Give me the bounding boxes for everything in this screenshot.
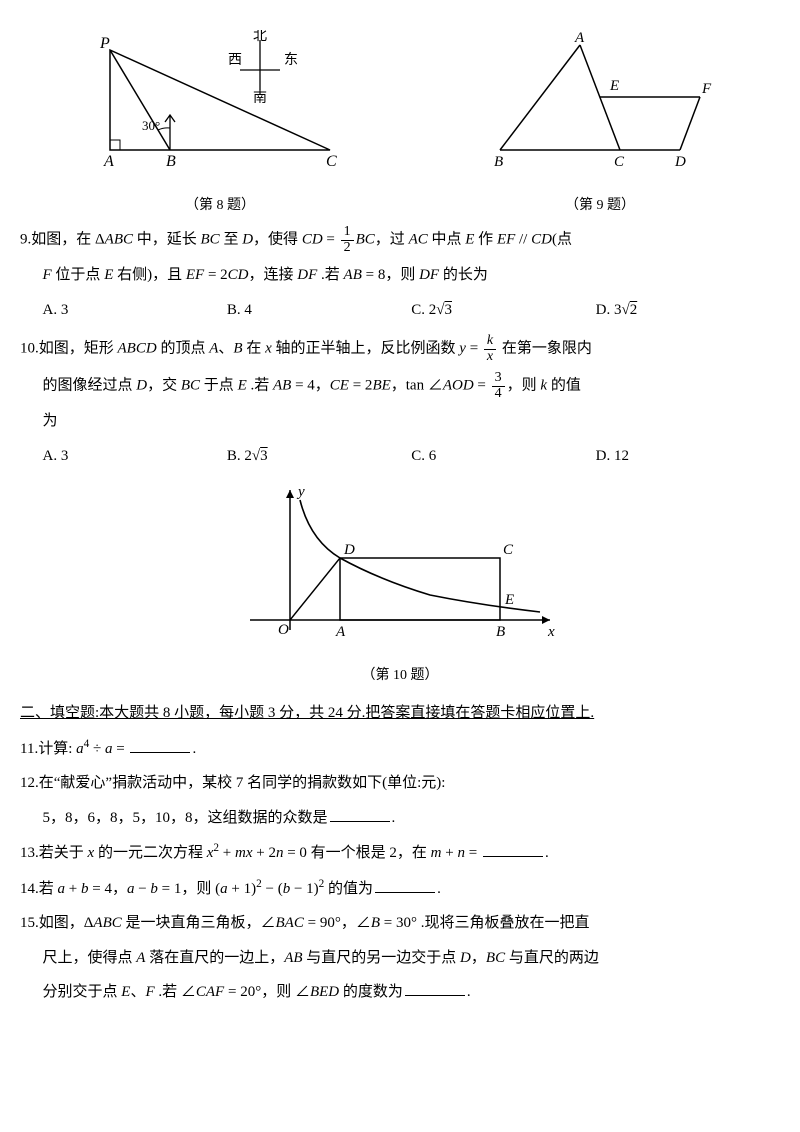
svg-text:A: A [574, 30, 585, 46]
svg-text:D: D [343, 542, 355, 558]
svg-text:A: A [335, 624, 346, 640]
q10-line2: 的图像经过点 D，交 BC 于点 E .若 AB = 4，CE = 2BE，ta… [20, 371, 780, 401]
q14-blank[interactable] [375, 877, 435, 893]
q9-options: A. 3 B. 4 C. 2√3 D. 3√2 [20, 296, 780, 325]
q10-optA: A. 3 [43, 442, 227, 471]
q12-line1: 12.在“献爱心”捐款活动中，某校 7 名同学的捐款数如下(单位:元): [20, 769, 780, 798]
svg-text:东: 东 [284, 52, 298, 68]
q13-blank[interactable] [483, 841, 543, 857]
svg-text:E: E [504, 592, 514, 608]
svg-text:C: C [503, 542, 514, 558]
svg-text:30°: 30° [142, 118, 160, 133]
svg-text:F: F [701, 81, 712, 97]
q10-line3: 为 [20, 407, 780, 436]
q10-optC: C. 6 [411, 442, 595, 471]
svg-text:西: 西 [228, 53, 242, 68]
q12-blank[interactable] [330, 806, 390, 822]
svg-text:P: P [99, 35, 110, 52]
fig8-caption: （第 8 题） [80, 193, 360, 220]
q11-blank[interactable] [130, 737, 190, 753]
svg-text:B: B [496, 624, 505, 640]
svg-text:x: x [547, 624, 555, 640]
fig10-svg: O A B C D E x y [230, 480, 570, 650]
q11: 11.计算: a4 ÷ a = . [20, 734, 780, 764]
q9-line2: F 位于点 E 右侧)，且 EF = 2CD，连接 DF .若 AB = 8，则… [20, 261, 780, 290]
section2-header: 二、填空题:本大题共 8 小题，每小题 3 分，共 24 分.把答案直接填在答题… [20, 699, 780, 728]
svg-text:C: C [326, 153, 337, 170]
svg-text:E: E [609, 78, 619, 94]
q10-optB: B. 2√3 [227, 442, 411, 471]
q9-optB: B. 4 [227, 296, 411, 325]
q15-line2: 尺上，使得点 A 落在直尺的一边上，AB 与直尺的另一边交于点 D，BC 与直尺… [20, 944, 780, 973]
q10-optD: D. 12 [596, 442, 780, 471]
q10-line1: 10.如图，矩形 ABCD 的顶点 A、B 在 x 轴的正半轴上，反比例函数 y… [20, 334, 780, 364]
q9-optA: A. 3 [43, 296, 227, 325]
figure-8: 30° P A B C 北 西 东 南 （第 8 题） [80, 30, 360, 219]
svg-text:北: 北 [253, 30, 267, 44]
q15-line3: 分别交于点 E、F .若 ∠CAF = 20°，则 ∠BED 的度数为. [20, 978, 780, 1007]
fig9-svg: A B C D E F [480, 30, 720, 180]
q9-optC: C. 2√3 [411, 296, 595, 325]
q15-line1: 15.如图，ΔABC 是一块直角三角板，∠BAC = 90°，∠B = 30° … [20, 909, 780, 938]
svg-text:A: A [103, 153, 114, 170]
q12-line2: 5，8，6，8，5，10，8，这组数据的众数是. [20, 804, 780, 833]
svg-text:y: y [296, 484, 305, 500]
fig9-caption: （第 9 题） [480, 193, 720, 220]
svg-text:D: D [674, 154, 686, 170]
q9-optD: D. 3√2 [596, 296, 780, 325]
q9-line1: 9.如图，在 ΔABC 中，延长 BC 至 D，使得 CD = 12BC，过 A… [20, 225, 780, 255]
fig8-svg: 30° P A B C 北 西 东 南 [80, 30, 360, 180]
fig10-caption: （第 10 题） [20, 663, 780, 690]
q14: 14.若 a + b = 4，a − b = 1，则 (a + 1)2 − (b… [20, 874, 780, 904]
svg-text:B: B [494, 154, 503, 170]
q13: 13.若关于 x 的一元二次方程 x2 + mx + 2n = 0 有一个根是 … [20, 838, 780, 868]
figure-9: A B C D E F （第 9 题） [480, 30, 720, 219]
q15-blank[interactable] [405, 980, 465, 996]
svg-text:B: B [166, 153, 176, 170]
figure-10: O A B C D E x y （第 10 题） [20, 480, 780, 689]
svg-text:C: C [614, 154, 625, 170]
figures-row-8-9: 30° P A B C 北 西 东 南 （第 8 题） [20, 30, 780, 219]
q10-options: A. 3 B. 2√3 C. 6 D. 12 [20, 442, 780, 471]
svg-text:南: 南 [253, 90, 267, 106]
svg-text:O: O [278, 622, 289, 638]
